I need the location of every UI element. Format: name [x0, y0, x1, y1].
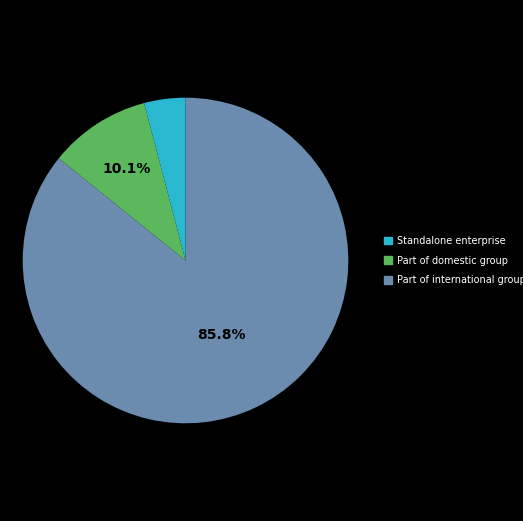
Text: 10.1%: 10.1% — [103, 163, 151, 177]
Wedge shape — [144, 98, 186, 260]
Text: 85.8%: 85.8% — [197, 328, 245, 342]
Wedge shape — [59, 103, 186, 260]
Legend: Standalone enterprise, Part of domestic group, Part of international group: Standalone enterprise, Part of domestic … — [381, 233, 523, 288]
Wedge shape — [22, 98, 348, 423]
